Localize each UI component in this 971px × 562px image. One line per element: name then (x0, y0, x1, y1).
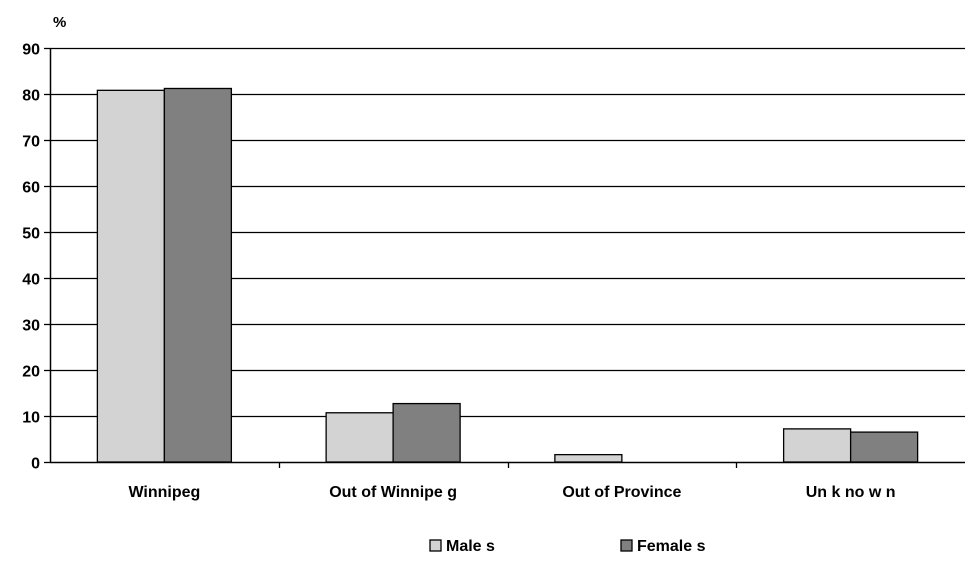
y-tick-label: 80 (22, 88, 40, 105)
bar (325, 412, 394, 463)
legend-swatch (620, 539, 633, 552)
bar (849, 431, 919, 463)
x-tick-label: Winnipeg (128, 484, 200, 501)
bar (554, 453, 623, 463)
y-tick-label: 0 (31, 456, 40, 473)
y-tick-label: 50 (22, 226, 40, 243)
y-tick-label: 30 (22, 318, 40, 335)
y-tick-label: 90 (22, 42, 40, 59)
y-axis-unit-label: % (53, 14, 66, 31)
bars-layer (96, 87, 919, 463)
x-tick-label: Out of Winnipe g (329, 484, 457, 501)
legend-swatch (429, 539, 442, 552)
bar (392, 402, 461, 463)
bar (782, 428, 852, 463)
y-tick-label: 20 (22, 364, 40, 381)
axis-layer: 0 10 20 30 40 50 60 70 80 90 Winnipeg Out of Winnip… (22, 42, 965, 501)
x-tick-label: Out of Province (562, 484, 681, 501)
legend: Male s Female s (429, 538, 706, 555)
legend-label: Female s (637, 538, 706, 555)
y-tick-label: 60 (22, 180, 40, 197)
y-tick-label: 70 (22, 134, 40, 151)
bar (96, 89, 166, 463)
y-tick-label: 40 (22, 272, 40, 289)
y-tick-label: 10 (22, 410, 40, 427)
bar (163, 87, 233, 463)
legend-label: Male s (446, 538, 495, 555)
x-tick-label: Un k no w n (806, 484, 896, 501)
